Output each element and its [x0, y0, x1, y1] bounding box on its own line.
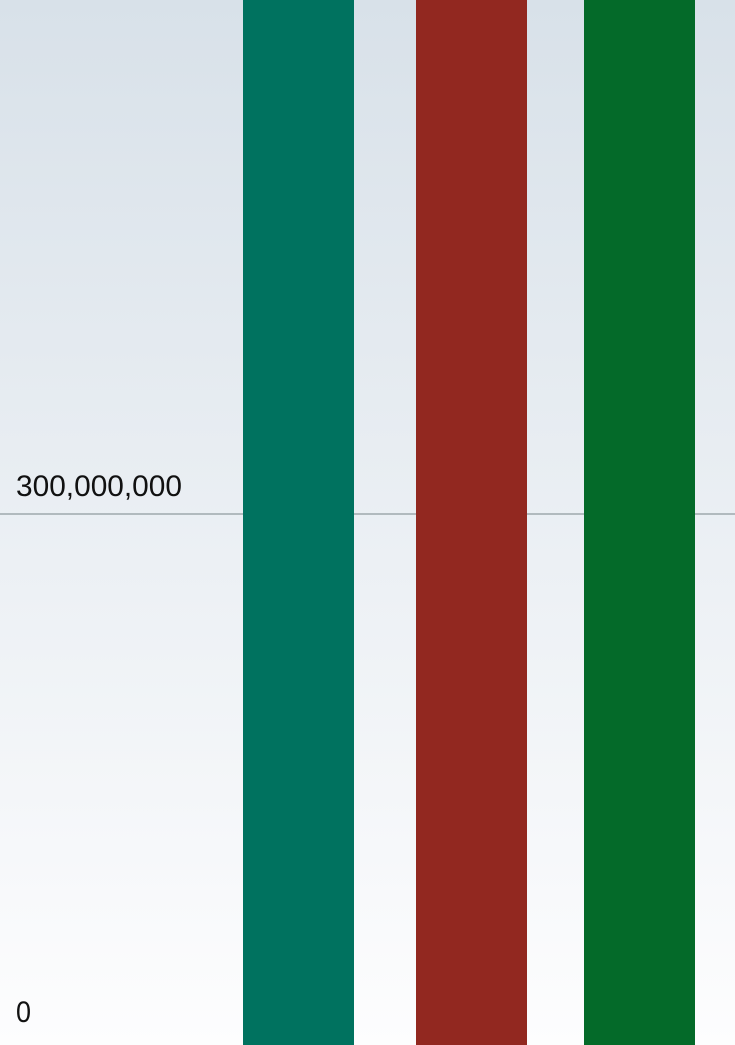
bars: [243, 0, 695, 1045]
y-tick-label-1: 300,000,000: [16, 470, 182, 503]
bar-1: [243, 0, 354, 1045]
bar-2: [416, 0, 527, 1045]
bar-3: [584, 0, 695, 1045]
tick-labels: 0 300,000,000: [16, 470, 182, 1029]
y-tick-label-0: 0: [16, 996, 31, 1029]
